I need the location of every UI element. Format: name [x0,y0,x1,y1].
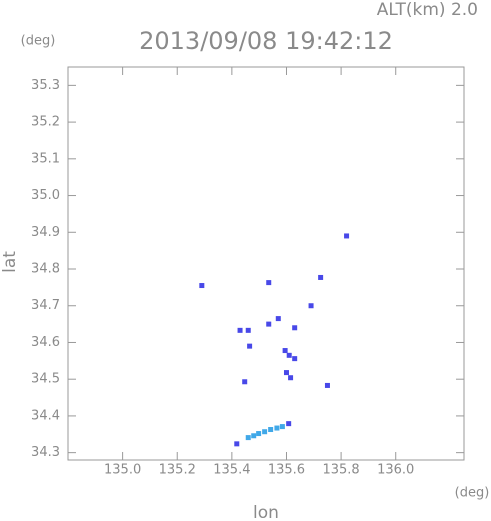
y-tick-label: 35.3 [31,78,60,93]
x-tick-label: 136.0 [377,463,414,478]
point [324,382,330,388]
point [268,427,274,433]
x-tick-label: 135.6 [268,463,305,478]
point [292,356,298,362]
point [247,343,253,349]
point [245,435,251,441]
y-tick-label: 34.9 [31,225,60,240]
x-tick-label: 135.2 [159,463,196,478]
plot-frame [67,66,465,461]
x-axis-label: lon [253,503,279,521]
x-unit: (deg) [455,486,490,501]
y-tick-label: 35.1 [31,151,60,166]
point [242,379,248,385]
point [292,325,298,331]
point [245,327,251,333]
x-tick-label: 135.0 [104,463,141,478]
x-tick-label: 135.8 [322,463,359,478]
point [282,348,288,354]
point [279,424,285,430]
point [283,370,289,376]
chart-subtitle: ALT(km) 2.0 [377,0,478,20]
point [344,233,350,239]
point [234,441,240,447]
y-tick-label: 35.0 [31,188,60,203]
point [308,303,314,309]
point [262,429,268,435]
point [266,321,272,327]
point [237,327,243,333]
point [275,316,281,322]
y-tick-label: 35.2 [31,115,60,130]
point [199,283,205,289]
y-unit: (deg) [21,34,56,49]
point [318,274,324,280]
y-tick-label: 34.4 [31,408,60,423]
y-tick-label: 34.5 [31,372,60,387]
chart-title: 2013/09/08 19:42:12 [139,27,393,55]
point [266,280,272,286]
y-tick-label: 34.7 [31,298,60,313]
point [256,431,262,437]
y-axis-label: lat [0,251,20,273]
y-tick-label: 34.3 [31,445,60,460]
y-tick-label: 34.8 [31,262,60,277]
point [286,421,292,427]
point [251,433,257,439]
point [286,352,292,358]
point [288,375,294,381]
x-tick-label: 135.4 [213,463,250,478]
point [274,425,280,431]
y-tick-label: 34.6 [31,335,60,350]
